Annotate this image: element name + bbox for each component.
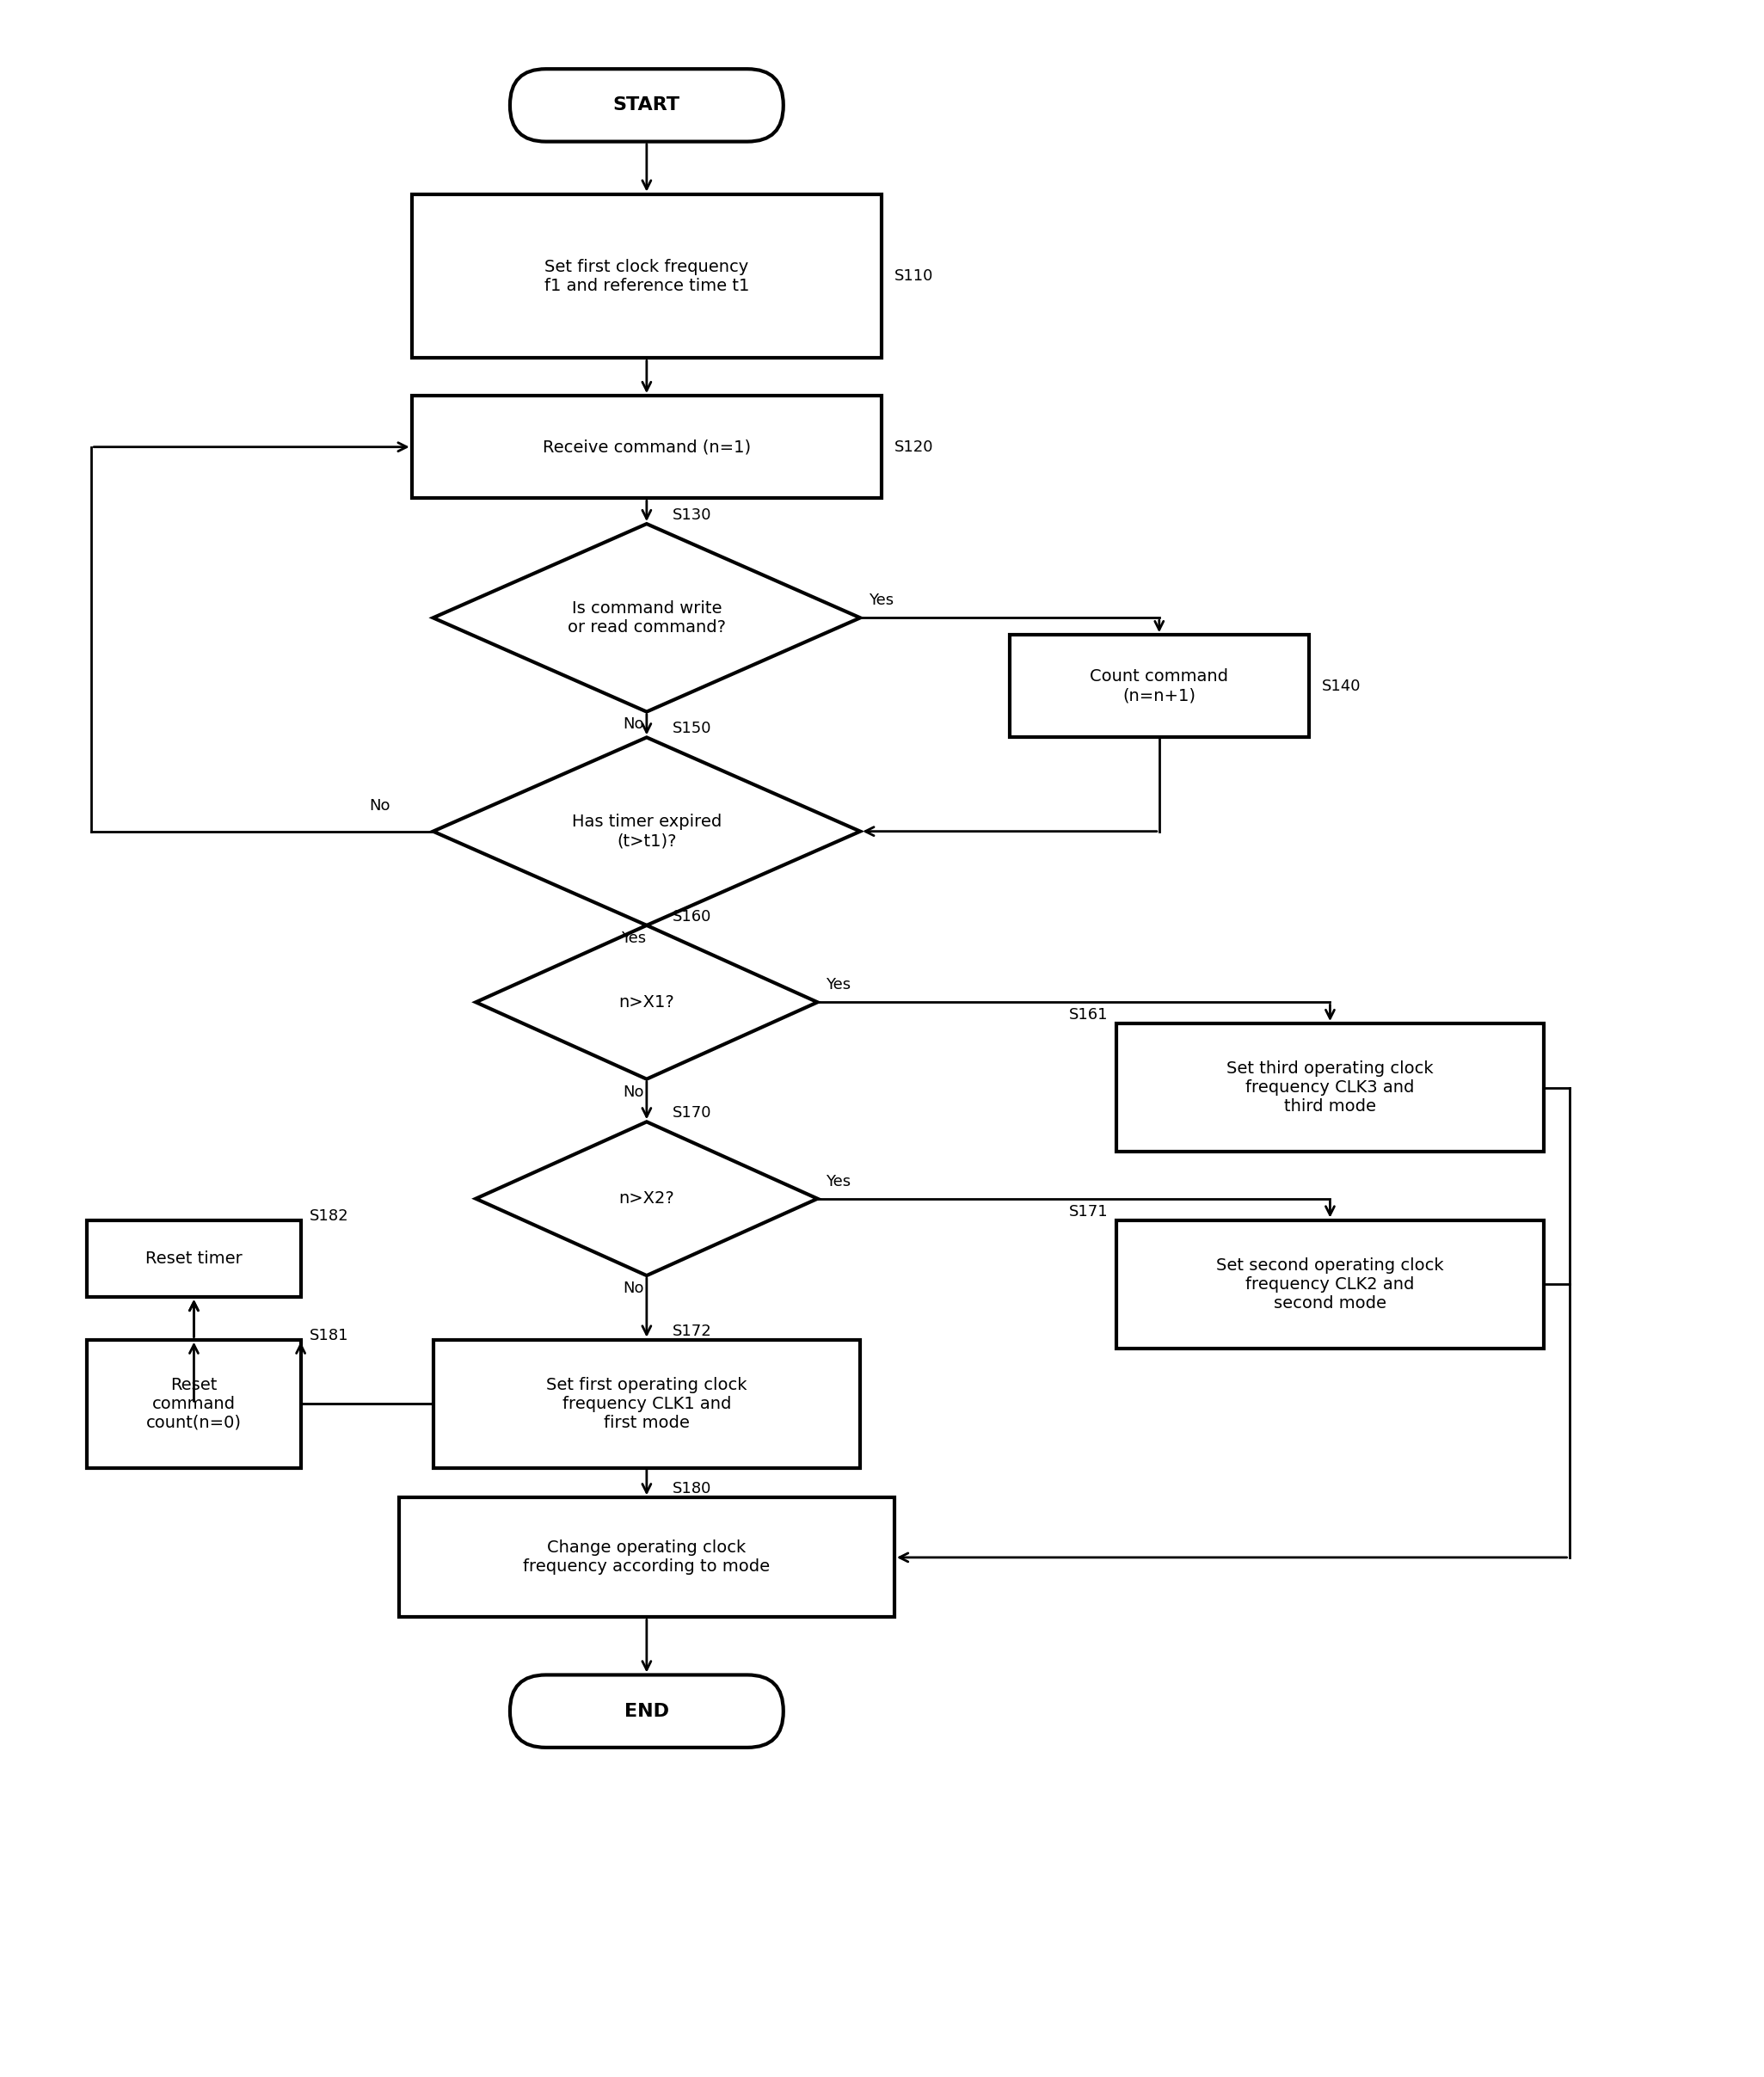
Text: n>X1?: n>X1? <box>619 995 674 1009</box>
Text: No: No <box>623 717 644 733</box>
Text: Set first operating clock
frequency CLK1 and
first mode: Set first operating clock frequency CLK1… <box>547 1377 748 1431</box>
Polygon shape <box>434 737 861 926</box>
Text: S110: S110 <box>894 268 933 285</box>
Text: Yes: Yes <box>868 592 894 609</box>
Text: S130: S130 <box>672 507 711 523</box>
Text: S160: S160 <box>672 910 711 924</box>
Text: S170: S170 <box>672 1105 711 1122</box>
Text: No: No <box>369 798 390 814</box>
Text: Set third operating clock
frequency CLK3 and
third mode: Set third operating clock frequency CLK3… <box>1226 1061 1434 1115</box>
Text: S120: S120 <box>894 438 933 455</box>
Text: Reset timer: Reset timer <box>145 1250 242 1267</box>
Polygon shape <box>434 523 861 712</box>
Text: S150: S150 <box>672 721 711 737</box>
Bar <box>1117 1024 1544 1151</box>
Text: S161: S161 <box>1069 1007 1108 1022</box>
Text: Change operating clock
frequency according to mode: Change operating clock frequency accordi… <box>524 1539 771 1574</box>
Text: Count command
(n=n+1): Count command (n=n+1) <box>1090 669 1228 704</box>
Bar <box>1009 636 1309 737</box>
FancyBboxPatch shape <box>510 1674 783 1747</box>
Bar <box>399 1498 894 1618</box>
Text: Yes: Yes <box>826 1174 850 1190</box>
Polygon shape <box>476 926 817 1080</box>
Text: S172: S172 <box>672 1323 711 1340</box>
Text: Yes: Yes <box>826 978 850 993</box>
Text: Has timer expired
(t>t1)?: Has timer expired (t>t1)? <box>572 814 721 849</box>
Text: END: END <box>624 1703 669 1720</box>
Bar <box>86 1219 300 1296</box>
Text: Set first clock frequency
f1 and reference time t1: Set first clock frequency f1 and referen… <box>543 258 750 293</box>
Polygon shape <box>476 1122 817 1275</box>
Bar <box>86 1340 300 1468</box>
Text: S140: S140 <box>1321 679 1360 694</box>
Text: n>X2?: n>X2? <box>619 1190 674 1207</box>
Text: Receive command (n=1): Receive command (n=1) <box>543 438 751 455</box>
Bar <box>411 193 882 357</box>
Text: Set second operating clock
frequency CLK2 and
second mode: Set second operating clock frequency CLK… <box>1215 1257 1445 1311</box>
Bar <box>1117 1219 1544 1348</box>
Text: No: No <box>623 1282 644 1296</box>
Text: S180: S180 <box>672 1481 711 1498</box>
Bar <box>434 1340 861 1468</box>
Text: S182: S182 <box>309 1209 349 1223</box>
Text: START: START <box>614 98 681 114</box>
Text: Yes: Yes <box>621 930 646 945</box>
Text: S171: S171 <box>1069 1205 1108 1219</box>
Text: Is command write
or read command?: Is command write or read command? <box>568 600 725 636</box>
Text: S181: S181 <box>309 1327 348 1344</box>
Text: No: No <box>623 1084 644 1099</box>
Bar <box>411 397 882 498</box>
FancyBboxPatch shape <box>510 69 783 141</box>
Text: Reset
command
count(n=0): Reset command count(n=0) <box>146 1377 242 1431</box>
